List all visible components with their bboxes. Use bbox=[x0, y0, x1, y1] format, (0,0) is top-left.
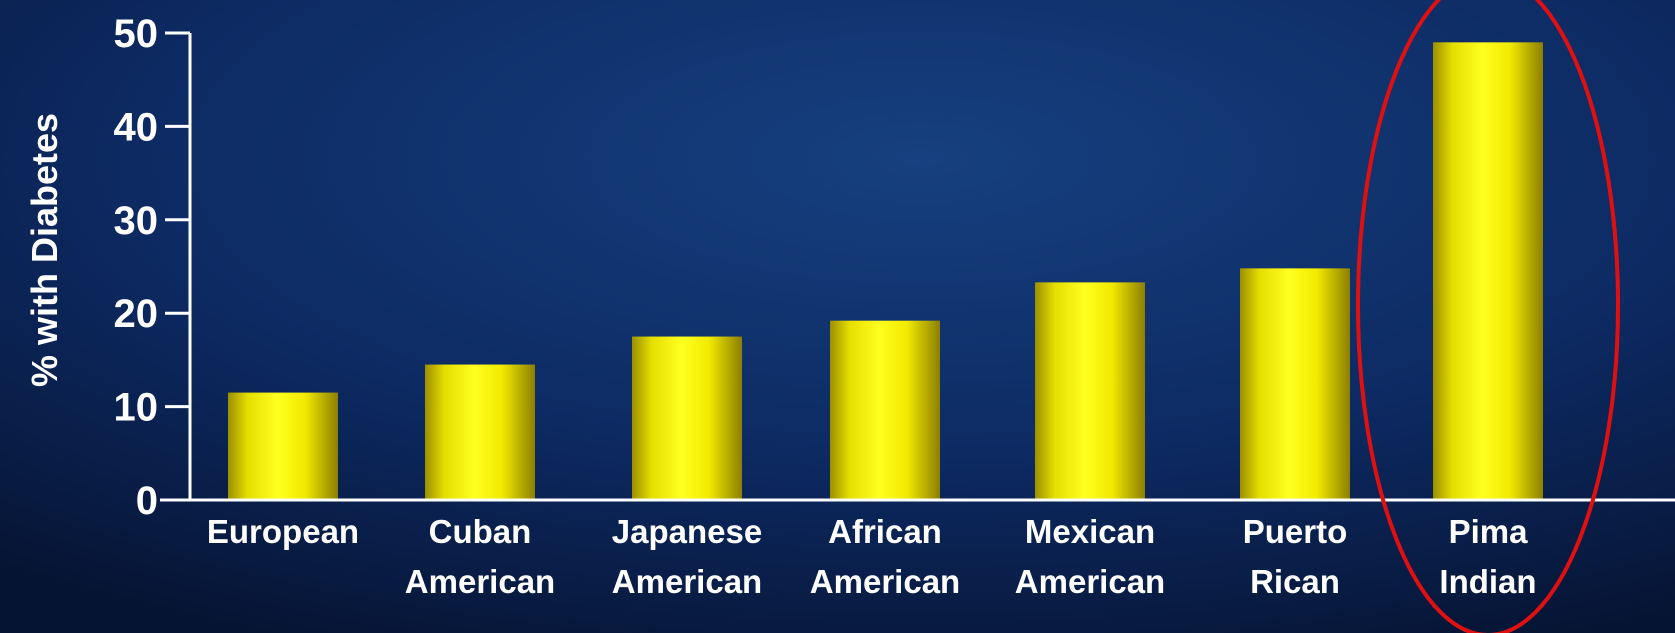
axis-layer bbox=[160, 31, 1675, 502]
category-label: American bbox=[1015, 563, 1165, 600]
y-tick-label-40: 40 bbox=[114, 105, 159, 149]
y-tick-label-50: 50 bbox=[114, 12, 159, 56]
category-label: African bbox=[828, 513, 942, 550]
labels-layer: 0 10 20 30 40 50 European Cuban American Japanese… bbox=[114, 12, 1537, 600]
category-label: Japanese bbox=[612, 513, 762, 550]
category-label: European bbox=[207, 513, 359, 550]
highlight-ellipse bbox=[1356, 0, 1620, 633]
category-label: Puerto bbox=[1243, 513, 1348, 550]
bar-japanese-american bbox=[632, 336, 742, 500]
bar-cuban-american bbox=[425, 364, 535, 500]
bar-puerto-rican bbox=[1240, 268, 1350, 500]
bar-european bbox=[228, 392, 338, 500]
bars-layer bbox=[228, 42, 1543, 501]
category-label: Cuban bbox=[429, 513, 532, 550]
category-label: Rican bbox=[1250, 563, 1340, 600]
bar-african-american bbox=[830, 320, 940, 500]
category-label: American bbox=[612, 563, 762, 600]
y-tick-label-30: 30 bbox=[114, 199, 159, 243]
category-label: American bbox=[810, 563, 960, 600]
y-tick-label-0: 0 bbox=[136, 479, 158, 523]
category-label: Indian bbox=[1439, 563, 1536, 600]
category-label: Mexican bbox=[1025, 513, 1155, 550]
y-tick-label-20: 20 bbox=[114, 292, 159, 336]
y-axis-title: % with Diabetes bbox=[24, 113, 65, 387]
y-tick-label-10: 10 bbox=[114, 386, 159, 430]
category-label: American bbox=[405, 563, 555, 600]
bar-mexican-american bbox=[1035, 282, 1145, 500]
category-label: Pima bbox=[1449, 513, 1529, 550]
bar-pima-indian bbox=[1433, 42, 1543, 501]
